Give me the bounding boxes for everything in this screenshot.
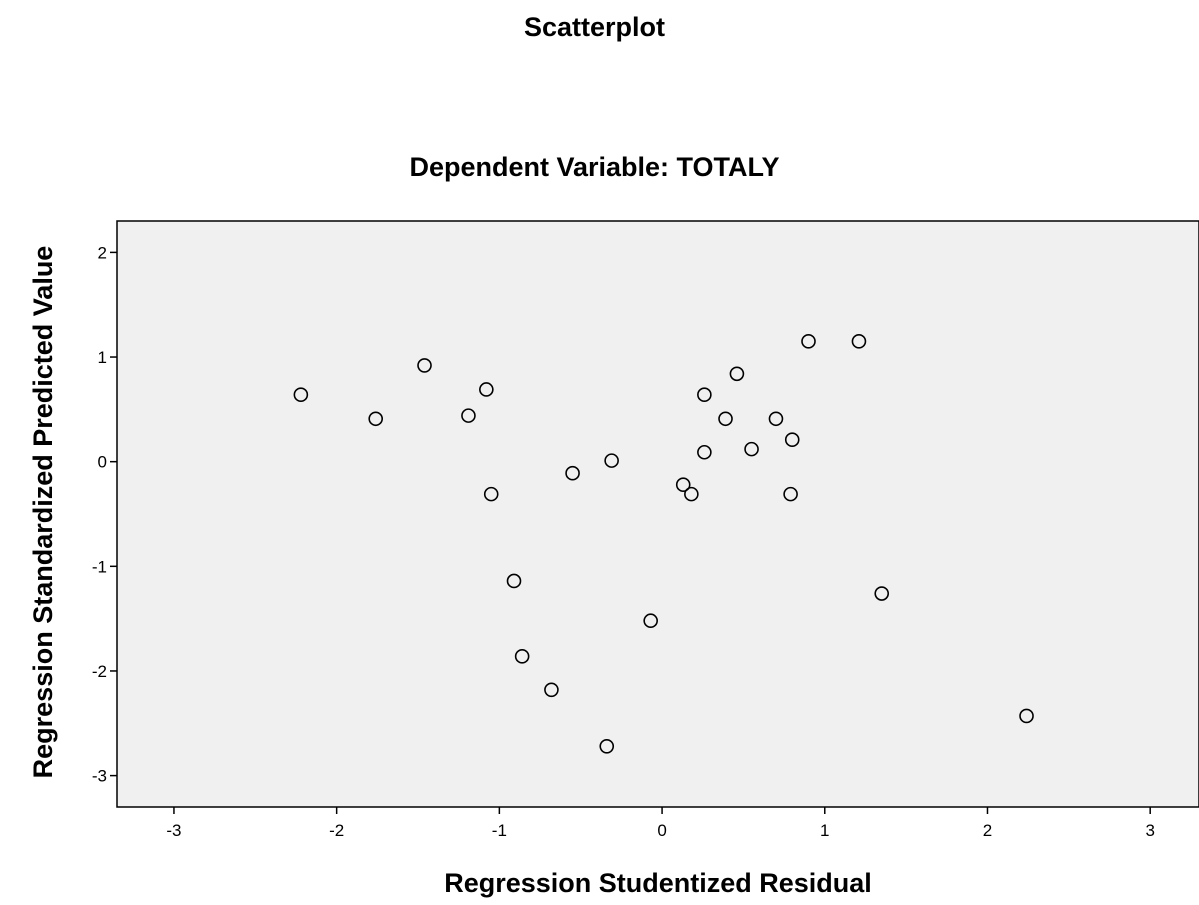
data-point — [801, 334, 816, 349]
x-axis-label: Regression Studentized Residual — [444, 868, 872, 898]
x-axis: -3 -2 -1 0 1 2 3 — [166, 807, 1155, 840]
data-point — [544, 682, 559, 698]
x-tick-label: -2 — [329, 821, 344, 840]
y-tick-label: 1 — [98, 348, 107, 367]
data-point — [729, 366, 745, 382]
x-tick-label: 3 — [1145, 821, 1154, 840]
data-points — [293, 334, 1034, 754]
data-point — [461, 408, 476, 423]
chart-subtitle: Dependent Variable: TOTALY — [409, 152, 780, 182]
plot-background — [116, 220, 1199, 808]
data-point — [697, 387, 712, 403]
y-tick-label: 2 — [98, 243, 107, 262]
y-axis-label: Regression Standardized Predicted Value — [28, 245, 58, 779]
chart-title: Scatterplot — [523, 12, 666, 42]
data-point — [604, 453, 619, 468]
data-point — [599, 739, 615, 754]
data-point — [768, 411, 784, 427]
y-tick-label: -2 — [92, 662, 107, 681]
data-point — [744, 441, 759, 457]
y-tick-label: -3 — [92, 767, 107, 786]
y-axis: 2 1 0 -1 -2 -3 — [92, 243, 117, 786]
data-point — [417, 358, 432, 373]
data-point — [565, 465, 580, 481]
x-tick-label: 1 — [820, 821, 829, 840]
y-tick-label: 0 — [98, 453, 107, 472]
data-point — [851, 334, 867, 349]
x-tick-label: 0 — [657, 821, 666, 840]
data-point — [874, 586, 890, 601]
y-tick-label: -1 — [92, 557, 107, 576]
data-point — [684, 486, 699, 502]
x-tick-label: -1 — [492, 821, 507, 840]
data-point — [643, 613, 658, 629]
data-point — [718, 411, 733, 427]
data-point — [368, 411, 384, 427]
data-point — [697, 444, 712, 460]
x-tick-label: -3 — [166, 821, 181, 840]
data-point — [479, 382, 494, 397]
data-point — [1019, 708, 1034, 724]
data-point — [675, 477, 691, 493]
data-point — [514, 649, 530, 664]
data-point — [506, 573, 522, 589]
x-tick-label: 2 — [983, 821, 992, 840]
data-point — [293, 387, 309, 403]
data-point — [784, 432, 800, 448]
data-point — [783, 486, 798, 502]
data-point — [483, 486, 499, 502]
